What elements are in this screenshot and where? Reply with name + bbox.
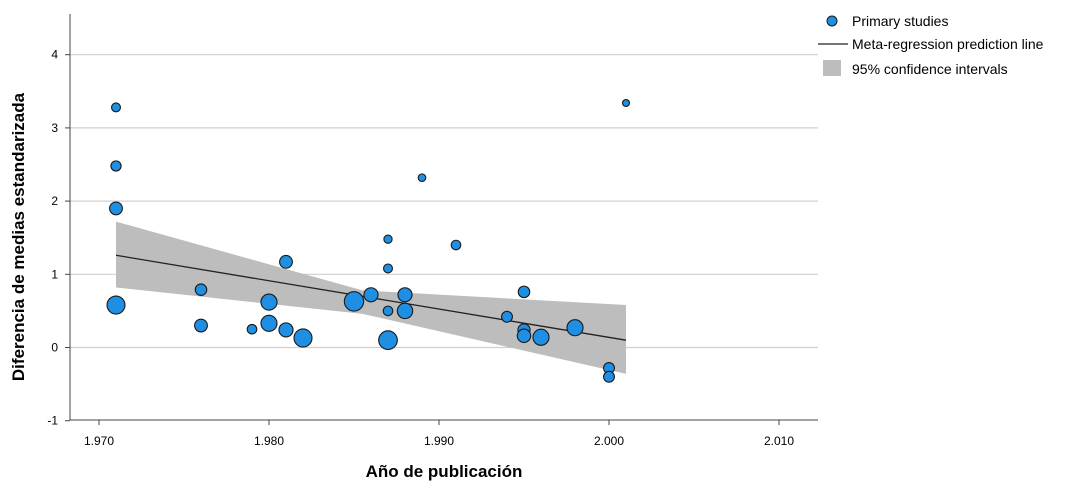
data-point <box>532 328 550 346</box>
data-point <box>566 319 584 337</box>
data-point <box>260 314 278 332</box>
x-axis-title: Año de publicación <box>366 462 523 481</box>
y-axis-title: Diferencia de medias estandarizada <box>9 92 28 381</box>
data-point <box>194 318 208 333</box>
x-tick-label: 2.010 <box>764 434 794 448</box>
data-point <box>293 328 313 348</box>
y-tick-label: 1 <box>51 267 58 281</box>
x-tick-label: 1.980 <box>254 434 284 448</box>
data-point <box>363 287 379 303</box>
legend-band-marker <box>823 60 841 76</box>
y-tick-label: 2 <box>51 194 58 208</box>
tick-labels: 1.970 1.980 1.990 2.000 2.010 -1 0 1 2 3 4 <box>47 48 794 448</box>
y-tick-label: 0 <box>51 341 58 355</box>
data-point <box>382 305 394 317</box>
y-tick-label: 3 <box>51 121 58 135</box>
data-point <box>246 323 258 335</box>
data-point <box>382 263 393 274</box>
legend-label-points: Primary studies <box>852 13 948 29</box>
data-point <box>110 160 122 172</box>
legend-point-marker <box>826 15 838 27</box>
data-point <box>106 295 126 315</box>
data-point <box>396 302 414 320</box>
data-point <box>621 98 631 108</box>
legend-label-line: Meta-regression prediction line <box>852 36 1044 52</box>
x-tick-label: 1.990 <box>424 434 454 448</box>
points-group <box>106 98 631 383</box>
data-point <box>260 293 278 311</box>
y-tick-label: -1 <box>47 414 58 428</box>
legend-label-band: 95% confidence intervals <box>852 61 1008 77</box>
data-point <box>383 234 393 244</box>
x-tick-label: 1.970 <box>84 434 114 448</box>
data-point <box>450 239 462 251</box>
data-point <box>603 370 615 383</box>
y-tick-label: 4 <box>51 48 58 62</box>
data-point <box>378 330 398 351</box>
data-point <box>397 287 413 303</box>
x-tick-label: 2.000 <box>594 434 624 448</box>
data-point <box>417 173 427 183</box>
data-point <box>278 322 294 338</box>
data-point <box>517 285 531 299</box>
data-point <box>279 254 293 269</box>
data-point <box>194 283 208 296</box>
axes <box>69 14 818 421</box>
data-point <box>516 328 532 344</box>
data-point <box>501 310 513 323</box>
data-point <box>111 102 122 113</box>
data-point <box>109 201 123 216</box>
data-point <box>343 291 365 312</box>
legend: Primary studies Meta-regression predicti… <box>818 13 1044 77</box>
